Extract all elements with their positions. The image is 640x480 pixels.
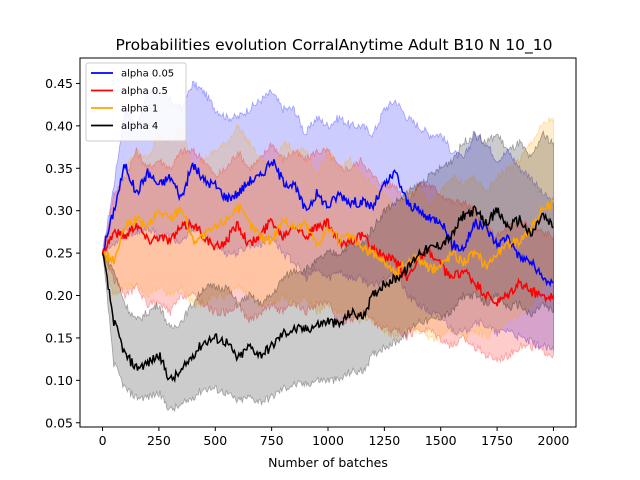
confidence-bands bbox=[101, 81, 554, 413]
x-tick-label: 0 bbox=[99, 433, 107, 448]
x-axis-ticks: 0 250 500 750 1000 1250 1500 1750 2000 bbox=[99, 427, 570, 448]
y-axis-ticks: 0.05 0.10 0.15 0.20 0.25 0.30 0.35 0.40 0.45 bbox=[45, 76, 80, 430]
y-tick-label: 0.10 bbox=[45, 373, 73, 388]
series-lines bbox=[101, 159, 555, 384]
y-tick-label: 0.15 bbox=[45, 330, 73, 345]
chart-title: Probabilities evolution CorralAnytime Ad… bbox=[116, 36, 553, 55]
legend-label: alpha 0.05 bbox=[121, 69, 174, 80]
x-tick-label: 2000 bbox=[538, 433, 570, 448]
line-alpha-0-5 bbox=[101, 217, 555, 307]
y-tick-label: 0.30 bbox=[45, 203, 73, 218]
x-tick-label: 1750 bbox=[481, 433, 513, 448]
line-alpha-1 bbox=[101, 199, 555, 278]
x-tick-label: 250 bbox=[147, 433, 171, 448]
x-axis-label: Number of batches bbox=[268, 455, 388, 470]
y-tick-label: 0.40 bbox=[45, 118, 73, 133]
x-tick-label: 1250 bbox=[368, 433, 400, 448]
y-tick-label: 0.35 bbox=[45, 161, 73, 176]
x-tick-label: 500 bbox=[203, 433, 227, 448]
line-alpha-4 bbox=[101, 205, 554, 384]
y-tick-label: 0.05 bbox=[45, 415, 73, 430]
y-tick-label: 0.45 bbox=[45, 76, 73, 91]
legend-label: alpha 4 bbox=[121, 121, 158, 132]
x-tick-label: 1000 bbox=[312, 433, 344, 448]
legend-label: alpha 0.5 bbox=[121, 86, 168, 97]
y-tick-label: 0.20 bbox=[45, 288, 73, 303]
legend: alpha 0.05 alpha 0.5 alpha 1 alpha 4 bbox=[85, 62, 187, 142]
legend-label: alpha 1 bbox=[121, 104, 158, 115]
x-tick-label: 750 bbox=[260, 433, 284, 448]
line-alpha-0-05 bbox=[101, 159, 554, 288]
x-tick-label: 1500 bbox=[425, 433, 457, 448]
legend-box bbox=[85, 62, 187, 142]
y-tick-label: 0.25 bbox=[45, 246, 73, 261]
